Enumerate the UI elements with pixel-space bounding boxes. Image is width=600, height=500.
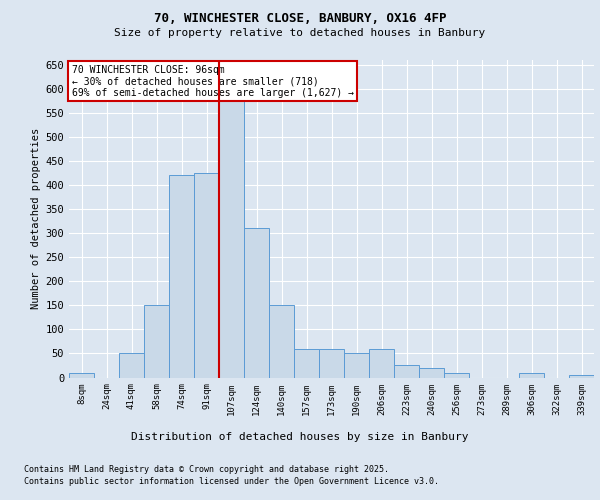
Text: 70, WINCHESTER CLOSE, BANBURY, OX16 4FP: 70, WINCHESTER CLOSE, BANBURY, OX16 4FP xyxy=(154,12,446,26)
Bar xyxy=(144,306,169,378)
Text: 70 WINCHESTER CLOSE: 96sqm
← 30% of detached houses are smaller (718)
69% of sem: 70 WINCHESTER CLOSE: 96sqm ← 30% of deta… xyxy=(71,65,353,98)
Text: Contains public sector information licensed under the Open Government Licence v3: Contains public sector information licen… xyxy=(24,478,439,486)
Bar xyxy=(244,228,269,378)
Text: Distribution of detached houses by size in Banbury: Distribution of detached houses by size … xyxy=(131,432,469,442)
Bar xyxy=(519,372,544,378)
Bar xyxy=(294,348,319,378)
Text: Size of property relative to detached houses in Banbury: Size of property relative to detached ho… xyxy=(115,28,485,38)
Bar xyxy=(219,84,244,378)
Bar xyxy=(119,354,144,378)
Bar xyxy=(69,372,94,378)
Bar xyxy=(569,375,594,378)
Bar xyxy=(269,306,294,378)
Y-axis label: Number of detached properties: Number of detached properties xyxy=(31,128,41,310)
Bar xyxy=(319,348,344,378)
Bar xyxy=(369,348,394,378)
Bar xyxy=(169,176,194,378)
Bar xyxy=(344,354,369,378)
Bar xyxy=(194,173,219,378)
Bar xyxy=(444,372,469,378)
Text: Contains HM Land Registry data © Crown copyright and database right 2025.: Contains HM Land Registry data © Crown c… xyxy=(24,465,389,474)
Bar xyxy=(394,366,419,378)
Bar xyxy=(419,368,444,378)
